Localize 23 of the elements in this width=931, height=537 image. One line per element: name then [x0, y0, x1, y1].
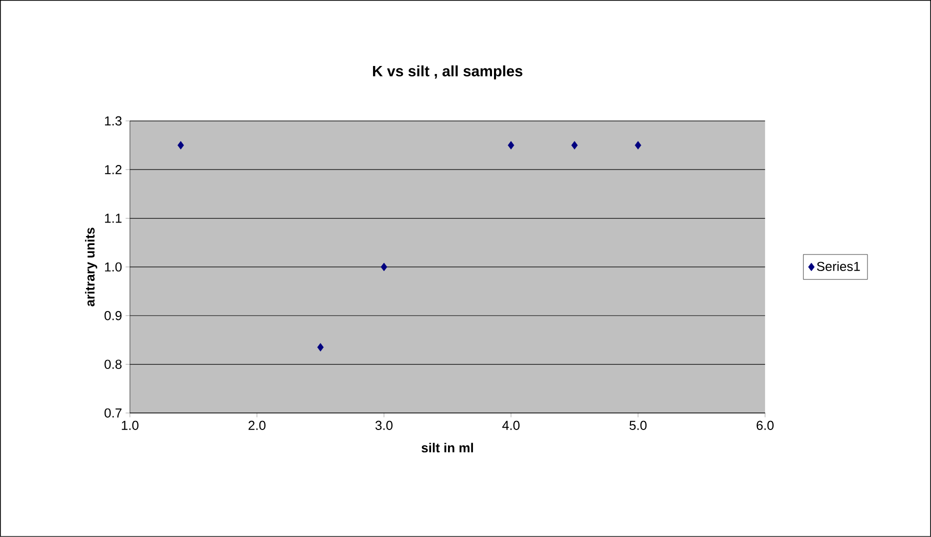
x-tick-label: 3.0: [375, 420, 393, 430]
x-tick-label: 6.0: [756, 420, 774, 430]
y-tick-label: 1.1: [105, 214, 122, 223]
y-tick-label: 0.7: [104, 408, 122, 418]
x-tick-label: 1.0: [122, 420, 138, 430]
point: [508, 141, 514, 150]
point: [380, 262, 388, 272]
y-tick-label: 1.0: [105, 262, 122, 272]
y-axis-title: aritrary units: [85, 228, 98, 306]
x-tick-label: 2.0: [248, 420, 266, 430]
y-tick-label: 0.8: [104, 360, 122, 369]
x-tick-label: 4.0: [502, 420, 520, 430]
chart-title: K vs silt , all samples: [373, 65, 522, 80]
point: [634, 141, 642, 150]
x-tick-label: 5.0: [630, 420, 647, 430]
y-tick-label: 0.9: [104, 311, 122, 320]
y-tick-label: 1.2: [105, 165, 122, 174]
point: [178, 141, 184, 150]
x-axis-title: silt in ml: [422, 442, 473, 452]
point: [317, 343, 324, 352]
y-tick-label: 1.3: [105, 116, 122, 126]
legend-label: Series1: [816, 262, 860, 272]
point: [571, 141, 578, 150]
